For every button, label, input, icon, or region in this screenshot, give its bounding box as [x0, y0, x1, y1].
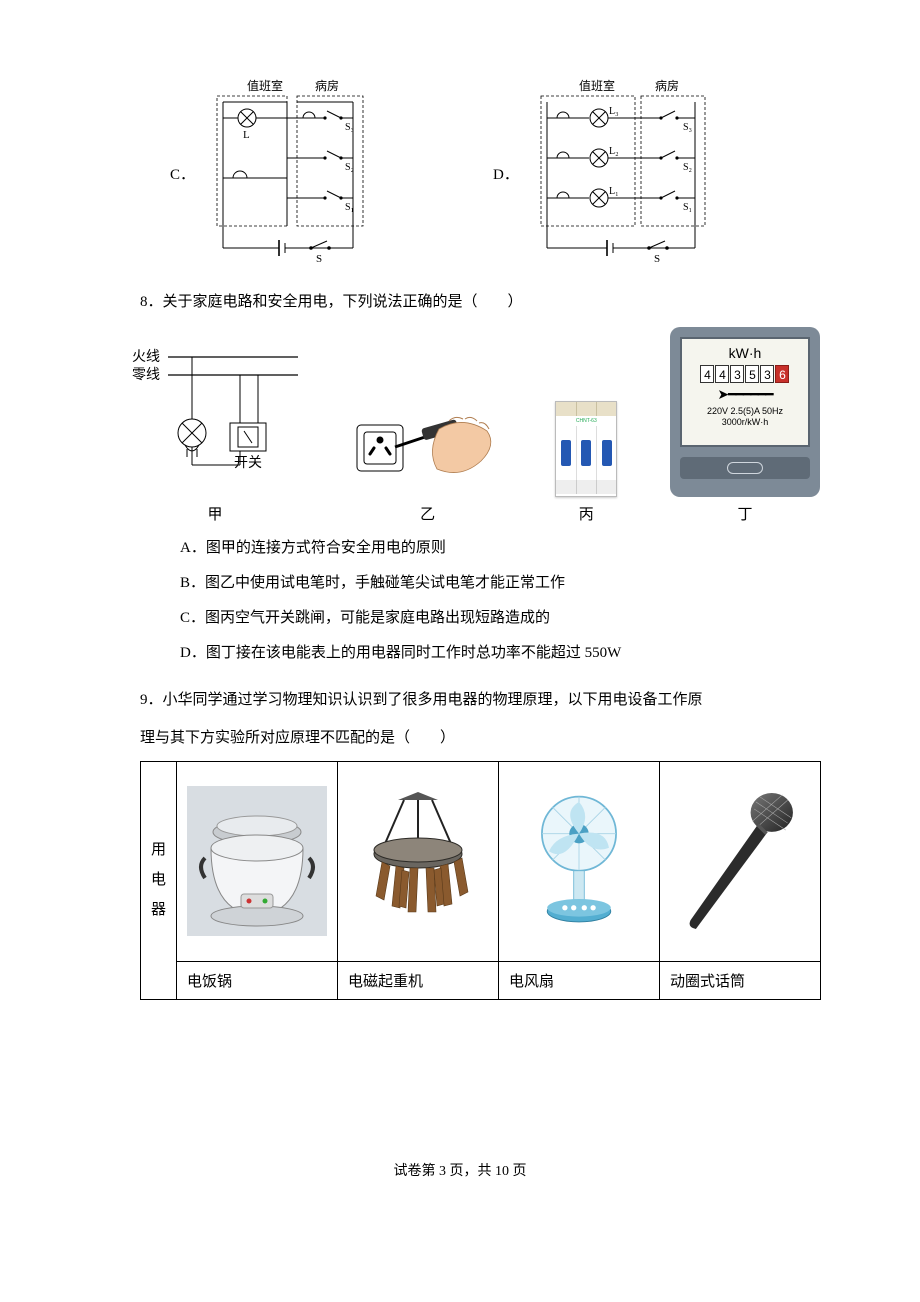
cell-label-4: 动圈式话筒: [660, 961, 821, 999]
household-circuit-icon: 火线 零线: [130, 337, 300, 497]
option-d-letter: D．: [493, 163, 519, 184]
q8-opt-a: A．图甲的连接方式符合安全用电的原则: [180, 532, 860, 565]
cell-fan: [499, 761, 660, 961]
q8-opt-c: C．图丙空气开关跳闸，可能是家庭电路出现短路造成的: [180, 602, 860, 635]
svg-text:病房: 病房: [655, 78, 679, 93]
q8-fig-bing: CHNT-63 丙: [555, 401, 617, 524]
cell-label-2: 电磁起重机: [338, 961, 499, 999]
circuit-d-diagram: 值班室 病房 S: [527, 78, 717, 268]
svg-text:L₂: L₂: [609, 146, 619, 157]
cell-label-1: 电饭锅: [177, 961, 338, 999]
q7-options-cd: C． 值班室 病房 S: [170, 78, 860, 268]
option-d: D． 值班室 病房 S: [493, 78, 717, 268]
q8-opt-b: B．图乙中使用试电笔时，手触碰笔尖试电笔才能正常工作: [180, 567, 860, 600]
svg-text:值班室: 值班室: [579, 78, 615, 93]
svg-text:S₁: S₁: [345, 202, 354, 213]
electromagnet-crane-icon: [348, 786, 488, 936]
q8-stem: 8．关于家庭电路和安全用电，下列说法正确的是（ ）: [140, 288, 860, 317]
cell-electromagnet-crane: [338, 761, 499, 961]
svg-text:L: L: [243, 129, 250, 141]
q8-fig-jia: 火线 零线: [130, 337, 300, 524]
table-row: 用电器: [141, 761, 821, 961]
svg-text:S: S: [654, 253, 660, 265]
svg-text:S: S: [316, 253, 322, 265]
cell-rice-cooker: [177, 761, 338, 961]
svg-text:S₃: S₃: [345, 122, 354, 133]
rice-cooker-icon: [187, 786, 327, 936]
option-c: C． 值班室 病房 S: [170, 78, 373, 268]
option-c-letter: C．: [170, 163, 195, 184]
q8-opt-d: D．图丁接在该电能表上的用电器同时工作时总功率不能超过 550W: [180, 637, 860, 670]
cell-microphone: [660, 761, 821, 961]
table-row: 电饭锅 电磁起重机 电风扇 动圈式话筒: [141, 961, 821, 999]
meter-unit: kW·h: [688, 345, 802, 361]
q8-fig-yi: 乙: [353, 407, 503, 524]
cell-label-3: 电风扇: [499, 961, 660, 999]
q9-stem-l1: 9．小华同学通过学习物理知识认识到了很多用电器的物理原理，以下用电设备工作原: [140, 686, 780, 715]
q9-block: 9．小华同学通过学习物理知识认识到了很多用电器的物理原理，以下用电设备工作原 理…: [140, 686, 780, 1000]
page: C． 值班室 病房 S: [0, 0, 920, 1220]
q8-options: A．图甲的连接方式符合安全用电的原则 B．图乙中使用试电笔时，手触碰笔尖试电笔才…: [180, 532, 860, 670]
svg-text:S₂: S₂: [683, 162, 692, 173]
fig-label-jia: 甲: [207, 503, 222, 524]
page-footer: 试卷第 3 页，共 10 页: [60, 1160, 860, 1180]
electric-fan-icon: [509, 786, 649, 936]
svg-text:火线: 火线: [132, 349, 160, 365]
meter-digits: 4 4 3 5 3 6: [688, 365, 802, 383]
svg-text:值班室: 值班室: [247, 78, 283, 93]
q9-stem-l2: 理与其下方实验所对应原理不匹配的是（ ）: [140, 724, 780, 753]
svg-text:L₁: L₁: [609, 186, 619, 197]
test-pen-icon: [353, 407, 503, 497]
fig-label-yi: 乙: [420, 503, 435, 524]
microphone-icon: [670, 786, 810, 936]
fig-label-ding: 丁: [737, 503, 752, 524]
svg-text:S₃: S₃: [683, 122, 692, 133]
q9-table: 用电器: [140, 761, 821, 1000]
meter-spec1: 220V 2.5(5)A 50Hz: [688, 406, 802, 418]
svg-text:S₁: S₁: [683, 202, 692, 213]
circuit-c-diagram: 值班室 病房 S: [203, 78, 373, 268]
meter-spec2: 3000r/kW·h: [688, 417, 802, 429]
svg-text:S₂: S₂: [345, 162, 354, 173]
svg-text:开关: 开关: [234, 455, 262, 471]
svg-text:病房: 病房: [315, 78, 339, 93]
circuit-breaker-icon: CHNT-63: [555, 401, 617, 497]
fig-label-bing: 丙: [579, 503, 594, 524]
svg-text:零线: 零线: [132, 367, 160, 383]
svg-text:L₃: L₃: [609, 106, 619, 117]
row-header: 用电器: [141, 761, 177, 999]
q8-figures: 火线 零线: [130, 327, 820, 524]
q8-fig-ding: kW·h 4 4 3 5 3 6 ➤━━━━━━ 220V 2.5(5)A 50…: [670, 327, 820, 524]
energy-meter-icon: kW·h 4 4 3 5 3 6 ➤━━━━━━ 220V 2.5(5)A 50…: [670, 327, 820, 497]
